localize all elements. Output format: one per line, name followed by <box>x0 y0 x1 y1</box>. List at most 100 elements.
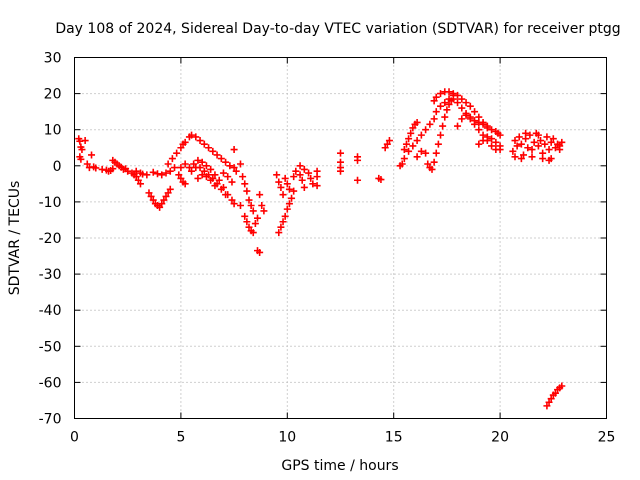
series-midmorning-arcs <box>164 131 268 256</box>
data-point <box>256 248 264 256</box>
data-point <box>196 164 204 172</box>
data-point <box>409 142 417 150</box>
data-point <box>545 398 553 406</box>
data-point <box>437 102 445 110</box>
data-point <box>534 142 542 150</box>
data-point <box>551 144 559 152</box>
data-point <box>200 167 208 175</box>
data-point <box>475 126 483 134</box>
data-point <box>298 176 306 184</box>
data-point <box>143 171 151 179</box>
data-point <box>432 149 440 157</box>
y-tick-label: -10 <box>39 195 62 211</box>
data-point <box>430 115 438 123</box>
data-point <box>241 212 249 220</box>
data-point <box>232 167 240 175</box>
data-point <box>88 151 96 159</box>
data-point <box>243 187 251 195</box>
data-point <box>488 126 496 134</box>
y-axis-label: SDTVAR / TECUs <box>7 181 23 296</box>
data-point <box>171 164 179 172</box>
data-point <box>207 165 215 173</box>
data-point <box>283 205 291 213</box>
data-point <box>537 137 545 145</box>
data-point <box>454 122 462 130</box>
data-point <box>222 191 230 199</box>
data-point <box>217 185 225 193</box>
data-point <box>300 165 308 173</box>
data-point <box>462 99 470 107</box>
data-point <box>520 151 528 159</box>
grid <box>74 57 607 419</box>
data-point <box>402 140 410 148</box>
data-point <box>475 140 483 148</box>
data-point <box>258 202 266 210</box>
data-point <box>213 151 221 159</box>
data-point <box>281 212 289 220</box>
data-point <box>81 137 89 145</box>
data-point <box>134 176 142 184</box>
data-point <box>337 149 344 157</box>
data-point <box>400 146 408 154</box>
data-point <box>383 140 391 148</box>
data-point <box>241 180 249 188</box>
data-point <box>175 171 183 179</box>
data-point <box>454 99 462 107</box>
x-tick-label: 5 <box>176 430 185 446</box>
data-point <box>228 196 236 204</box>
data-point <box>177 174 185 182</box>
data-point <box>275 229 283 237</box>
data-point <box>517 155 525 163</box>
data-point <box>496 131 504 139</box>
data-point <box>458 95 466 103</box>
data-point <box>160 196 168 204</box>
data-point <box>226 162 234 170</box>
data-point <box>296 162 304 170</box>
data-point <box>290 173 298 181</box>
data-point <box>483 122 491 130</box>
data-point <box>434 140 442 148</box>
data-point <box>522 129 530 137</box>
chart-title: Day 108 of 2024, Sidereal Day-to-day VTE… <box>55 21 620 37</box>
data-point <box>249 207 257 215</box>
data-point <box>305 169 313 177</box>
data-point <box>205 144 213 152</box>
data-point <box>149 196 157 204</box>
data-point <box>511 137 519 145</box>
x-tick-label: 15 <box>385 430 403 446</box>
y-tick-label: 20 <box>44 87 62 103</box>
y-tick-label: -20 <box>39 231 62 247</box>
data-point <box>479 120 487 128</box>
data-point <box>377 176 385 184</box>
data-point <box>245 223 253 231</box>
data-point <box>556 146 564 154</box>
data-point <box>405 135 413 143</box>
data-point <box>247 202 255 210</box>
data-point <box>230 164 238 172</box>
data-point <box>198 158 206 166</box>
data-point <box>188 167 196 175</box>
data-point <box>275 178 283 186</box>
data-point <box>230 146 238 154</box>
data-point <box>245 196 253 204</box>
data-point <box>132 167 140 175</box>
data-point <box>407 129 415 137</box>
data-point <box>230 200 238 208</box>
data-point <box>277 223 285 231</box>
data-point <box>166 185 174 193</box>
data-point <box>307 174 315 182</box>
data-point <box>445 95 453 103</box>
data-point <box>530 138 538 146</box>
data-point <box>526 131 534 139</box>
data-point <box>413 153 421 161</box>
data-point <box>424 160 432 168</box>
data-point <box>337 167 344 175</box>
data-point <box>543 402 551 410</box>
x-tick-label: 25 <box>598 430 616 446</box>
data-point <box>236 202 244 210</box>
data-point <box>211 182 219 190</box>
data-point <box>181 138 189 146</box>
data-point <box>196 137 204 145</box>
data-point <box>413 137 421 145</box>
data-point <box>124 167 132 175</box>
